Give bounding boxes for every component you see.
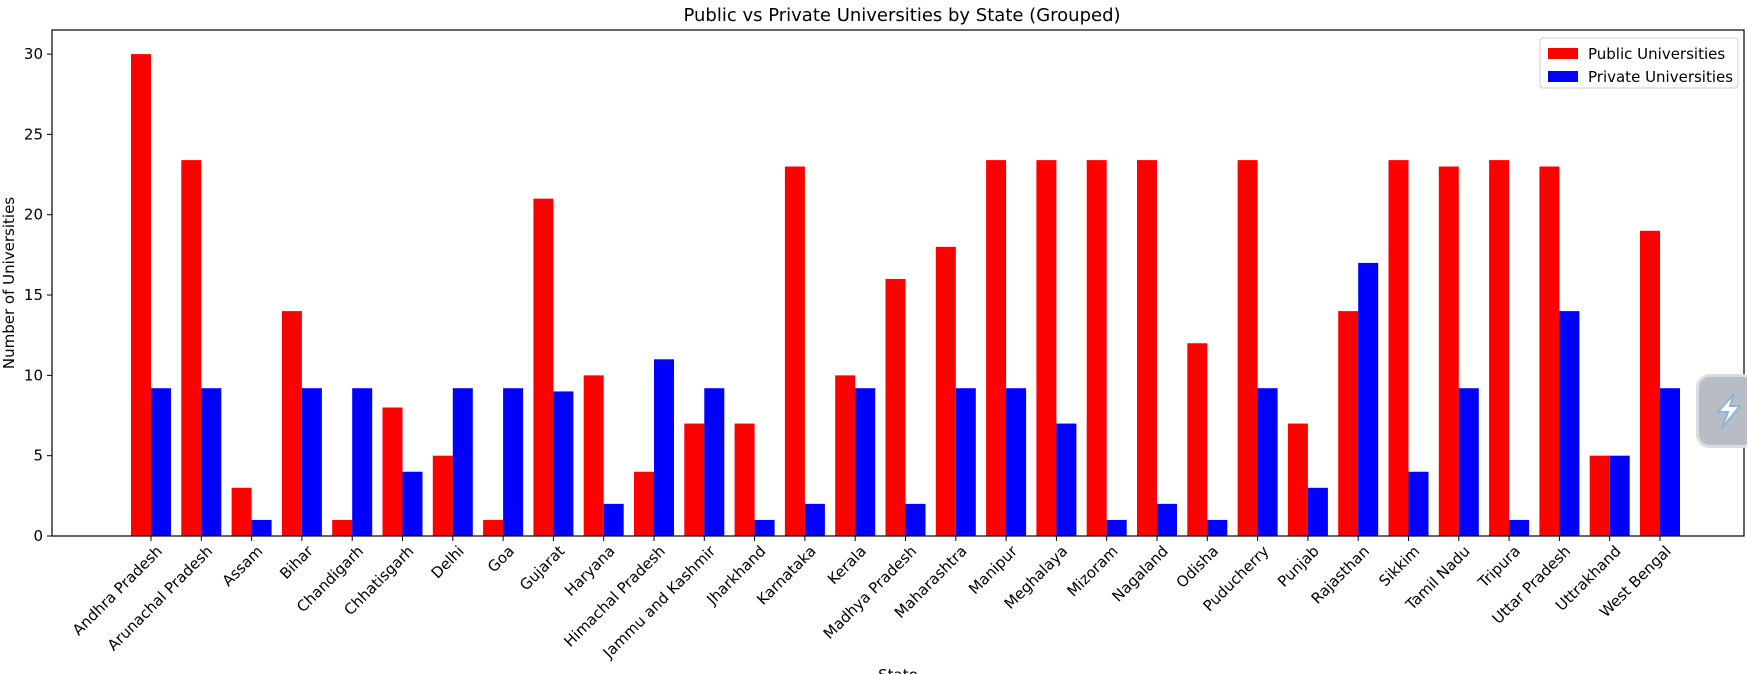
private-bar-25 [1408, 471, 1429, 536]
public-bar-18 [1036, 160, 1057, 536]
private-bar-14 [855, 388, 876, 536]
y-tick-label-4: 20 [24, 206, 43, 224]
y-tick-label-0: 0 [33, 527, 43, 545]
public-bar-7 [483, 519, 504, 536]
public-bar-6 [432, 455, 453, 536]
x-tick-label-25: Sikkim [1375, 542, 1423, 590]
public-bar-27 [1489, 160, 1510, 536]
public-bar-8 [533, 198, 554, 536]
private-bar-9 [603, 503, 624, 536]
y-tick-label-1: 5 [33, 447, 43, 465]
public-bar-2 [231, 487, 252, 536]
lightning-icon [1715, 393, 1743, 429]
private-bar-3 [301, 388, 322, 536]
x-tick-label-6: Delhi [428, 542, 468, 582]
private-bar-20 [1157, 503, 1177, 536]
public-bar-25 [1388, 160, 1409, 536]
x-tick-label-23: Punjab [1274, 542, 1323, 591]
public-bar-0 [131, 54, 151, 536]
public-bar-26 [1438, 166, 1459, 537]
public-bar-17 [986, 160, 1007, 536]
x-tick-label-0: Andhra Pradesh [69, 542, 166, 639]
x-tick-label-14: Kerala [824, 542, 870, 588]
x-tick-label-27: Tripura [1474, 542, 1524, 592]
chart-title: Public vs Private Universities by State … [683, 5, 1120, 26]
x-tick-label-15: Madhya Pradesh [820, 542, 921, 643]
bars-layer [131, 54, 1680, 537]
public-bar-21 [1187, 343, 1208, 536]
public-bar-3 [281, 311, 302, 536]
axes-frame [51, 29, 1745, 537]
private-bar-0 [151, 388, 171, 536]
private-bar-10 [654, 359, 674, 536]
private-bar-2 [251, 519, 272, 536]
private-bar-24 [1358, 262, 1379, 536]
public-bar-4 [332, 519, 353, 536]
public-bar-29 [1589, 455, 1610, 536]
public-bar-30 [1640, 230, 1660, 537]
legend: Public Universities Private Universities [1539, 37, 1739, 89]
private-bar-27 [1509, 519, 1530, 536]
private-bar-8 [553, 391, 574, 536]
public-bar-14 [835, 375, 856, 536]
y-axis: 0 5 10 15 20 25 30 [24, 45, 52, 545]
private-bar-12 [754, 519, 775, 536]
x-tick-label-2: Assam [219, 542, 267, 590]
public-bar-23 [1287, 423, 1308, 536]
private-bar-21 [1207, 519, 1228, 536]
x-axis-label: State [878, 666, 918, 674]
floating-assistant-button[interactable] [1696, 374, 1747, 448]
private-bar-13 [804, 503, 825, 536]
private-bar-7 [503, 388, 524, 536]
private-bar-19 [1106, 519, 1127, 536]
legend-swatch-0 [1548, 48, 1578, 59]
private-bar-29 [1609, 455, 1630, 536]
private-bar-6 [452, 388, 473, 536]
y-tick-label-3: 15 [24, 286, 43, 304]
public-bar-19 [1086, 160, 1107, 536]
private-bar-11 [704, 388, 725, 536]
legend-label-1: Private Universities [1588, 68, 1733, 86]
public-bar-9 [583, 375, 604, 536]
private-bar-15 [905, 503, 926, 536]
private-bar-5 [402, 471, 423, 536]
private-bar-23 [1307, 487, 1328, 536]
public-bar-15 [885, 278, 906, 536]
legend-box [1539, 37, 1739, 89]
public-bar-11 [684, 423, 705, 536]
y-tick-label-6: 30 [24, 45, 43, 63]
x-tick-label-21: Odisha [1173, 542, 1223, 592]
private-bar-17 [1006, 388, 1027, 536]
public-bar-16 [935, 246, 956, 536]
private-bar-28 [1559, 311, 1580, 536]
x-tick-label-7: Goa [484, 542, 518, 576]
private-bar-16 [955, 388, 976, 536]
private-bar-18 [1056, 423, 1077, 536]
public-bar-28 [1539, 166, 1560, 537]
public-bar-1 [181, 160, 202, 536]
private-bar-1 [201, 388, 222, 536]
public-bar-5 [382, 407, 403, 536]
public-bar-24 [1338, 311, 1359, 536]
public-bar-22 [1237, 160, 1258, 536]
legend-label-0: Public Universities [1588, 45, 1725, 63]
y-tick-label-5: 25 [24, 125, 43, 143]
public-bar-20 [1137, 160, 1157, 536]
private-bar-22 [1257, 388, 1278, 536]
private-bar-26 [1458, 388, 1479, 536]
public-bar-10 [634, 471, 654, 536]
y-axis-label: Number of Universities [0, 197, 18, 369]
private-bar-30 [1660, 388, 1680, 536]
public-bar-13 [784, 166, 805, 537]
public-bar-12 [734, 423, 755, 536]
private-bar-4 [352, 388, 373, 536]
legend-swatch-1 [1548, 71, 1578, 82]
x-tick-label-3: Bihar [276, 542, 317, 583]
y-tick-label-2: 10 [24, 366, 43, 384]
